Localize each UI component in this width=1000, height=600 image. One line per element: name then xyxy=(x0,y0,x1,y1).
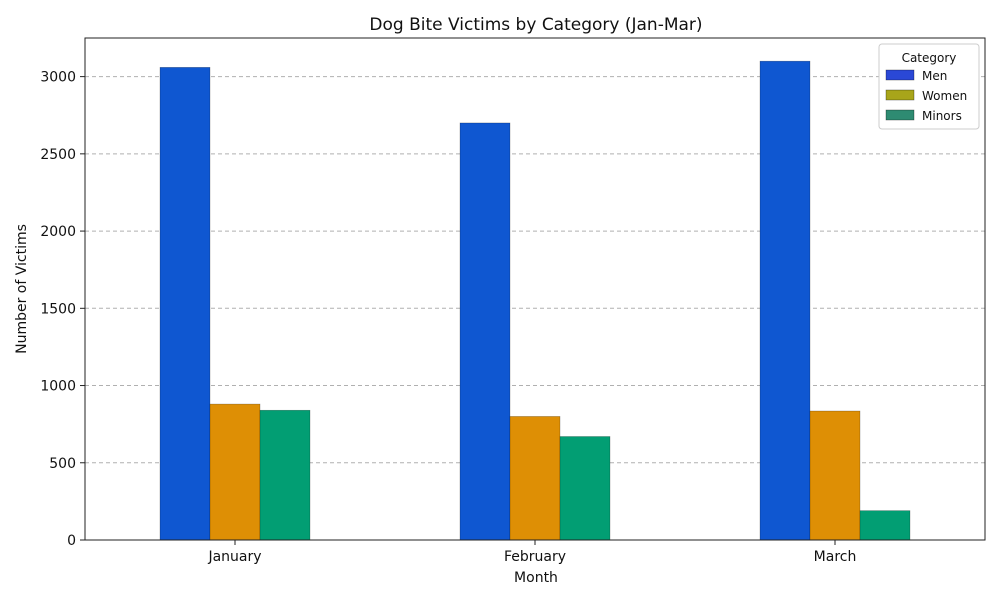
bar-men-january xyxy=(159,67,211,541)
y-tick-label: 500 xyxy=(49,456,76,472)
bars xyxy=(159,60,911,541)
y-axis-ticks: 0 500 1000 1500 2000 2500 3000 xyxy=(40,70,85,549)
legend-box xyxy=(878,43,980,130)
bar-minors-january xyxy=(259,409,311,541)
chart-title: Dog Bite Victims by Category (Jan-Mar) xyxy=(369,15,702,35)
legend: Category Men Women Minors xyxy=(878,43,980,130)
y-tick-label: 3000 xyxy=(40,70,76,86)
x-axis-label: Month xyxy=(514,570,558,586)
legend-swatch-women xyxy=(885,89,915,101)
bar-men-march xyxy=(759,60,811,541)
bar-women-march xyxy=(809,410,861,541)
x-tick-label: February xyxy=(504,549,566,565)
legend-items: Men Women Minors xyxy=(885,69,967,123)
y-tick-label: 2000 xyxy=(40,224,76,240)
x-axis-ticks: January February March xyxy=(207,540,856,565)
y-tick-label: 1500 xyxy=(40,301,76,317)
y-axis-label: Number of Victims xyxy=(14,224,30,354)
bar-minors-march xyxy=(859,510,911,541)
legend-title: Category xyxy=(902,51,957,65)
y-tick-label: 1000 xyxy=(40,379,76,395)
x-tick-label: March xyxy=(814,549,857,565)
legend-swatch-minors xyxy=(885,109,915,121)
y-tick-label: 2500 xyxy=(40,147,76,163)
legend-swatch-men xyxy=(885,69,915,81)
x-tick-label: January xyxy=(207,549,261,565)
legend-label-minors: Minors xyxy=(922,109,962,123)
bar-women-january xyxy=(209,403,261,541)
bar-minors-february xyxy=(559,436,611,541)
y-tick-label: 0 xyxy=(67,533,76,549)
legend-label-men: Men xyxy=(922,69,947,83)
bar-women-february xyxy=(509,416,561,541)
bar-men-february xyxy=(459,122,511,541)
legend-label-women: Women xyxy=(922,89,967,103)
